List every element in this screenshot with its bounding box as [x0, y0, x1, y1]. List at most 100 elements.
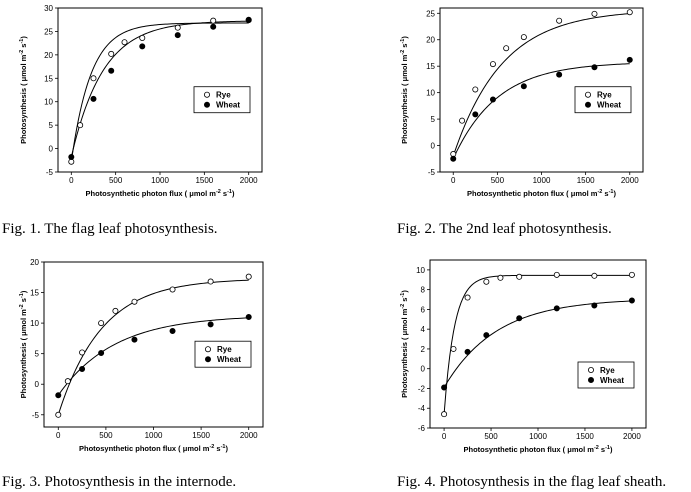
- data-point-rye: [108, 50, 115, 57]
- x-tick-label: 0: [442, 432, 447, 441]
- data-point-rye: [112, 307, 119, 314]
- data-point-rye: [55, 411, 62, 418]
- data-point-rye: [591, 10, 598, 17]
- y-tick-label: -5: [428, 168, 436, 177]
- legend-marker-wheat: [203, 101, 210, 108]
- chart-panel-1: 0 500 1000 1500 2000 -5 0 5 10 15 20 25 30 Photosynth…: [2, 4, 263, 237]
- y-tick-label: 10: [30, 319, 39, 328]
- plot-frame: [429, 259, 647, 429]
- y-tick-label: 10: [44, 98, 53, 107]
- y-tick-label: -4: [418, 404, 426, 413]
- y-tick-label: 0: [421, 365, 426, 374]
- data-point-wheat: [472, 111, 479, 118]
- data-point-rye: [472, 86, 479, 93]
- data-point-rye: [169, 286, 176, 293]
- y-tick-label: 0: [49, 145, 54, 154]
- x-axis-label: Photosynthetic photon flux ( μmol m-2 s-…: [79, 444, 228, 453]
- y-tick-label: -6: [418, 424, 426, 433]
- y-tick-label: 0: [431, 142, 436, 151]
- y-tick-label: 10: [416, 266, 425, 275]
- legend-marker-wheat: [585, 101, 592, 108]
- legend-label-wheat: Wheat: [597, 101, 621, 110]
- data-point-wheat: [90, 95, 97, 102]
- y-tick-label: 25: [426, 9, 435, 18]
- data-point-rye: [64, 378, 71, 385]
- fit-curve-rye: [70, 22, 249, 162]
- data-point-wheat: [520, 83, 527, 90]
- fit-curve-rye: [57, 279, 249, 415]
- fit-curve-wheat: [452, 63, 630, 159]
- legend-box: [193, 86, 251, 114]
- chart-panel-4: 0 500 1000 1500 2000 -6 -4 -2 0 2 4 6 8 10 Photosynthe…: [397, 259, 666, 490]
- y-axis-label: Photosynthesis ( μmol m-2 s-1): [400, 36, 409, 144]
- y-axis-label: Photosynthesis ( μmol m-2 s-1): [400, 290, 409, 398]
- data-point-wheat: [464, 348, 471, 355]
- x-tick-label: 1000: [151, 176, 169, 185]
- data-point-wheat: [79, 365, 86, 372]
- fit-curve-rye: [452, 13, 630, 157]
- y-tick-label: 0: [35, 380, 40, 389]
- x-tick-label: 1500: [576, 432, 594, 441]
- data-point-rye: [121, 39, 128, 46]
- x-tick-label: 1000: [145, 431, 163, 440]
- data-point-rye: [483, 278, 490, 285]
- x-tick-label: 1500: [577, 176, 595, 185]
- data-point-rye: [516, 273, 523, 280]
- data-point-rye: [503, 45, 510, 52]
- legend-marker-wheat: [204, 356, 211, 363]
- x-tick-label: 500: [99, 431, 113, 440]
- fit-curve-wheat: [70, 20, 249, 158]
- data-point-wheat: [169, 328, 176, 335]
- x-tick-label: 1000: [533, 176, 551, 185]
- data-point-wheat: [450, 155, 457, 162]
- legend-label-rye: Rye: [217, 345, 232, 354]
- data-point-wheat: [441, 384, 448, 391]
- y-axis-label: Photosynthesis ( μmol m-2 s-1): [19, 36, 28, 144]
- fit-curve-rye: [443, 274, 632, 415]
- legend-marker-rye: [588, 366, 595, 373]
- x-tick-label: 2000: [240, 431, 258, 440]
- x-tick-label: 2000: [240, 176, 258, 185]
- data-point-wheat: [131, 336, 138, 343]
- y-tick-label: 8: [421, 286, 426, 295]
- y-tick-label: 2: [421, 345, 426, 354]
- y-tick-label: 25: [44, 27, 53, 36]
- y-tick-label: 15: [44, 74, 53, 83]
- data-point-rye: [131, 298, 138, 305]
- data-point-rye: [464, 294, 471, 301]
- y-tick-label: 5: [35, 350, 40, 359]
- legend-box: [194, 340, 252, 368]
- data-point-wheat: [628, 297, 635, 304]
- data-point-rye: [174, 24, 181, 31]
- legend-label-rye: Rye: [216, 91, 231, 100]
- data-point-wheat: [591, 64, 598, 71]
- legend-marker-rye: [204, 346, 211, 353]
- data-point-wheat: [245, 313, 252, 320]
- figure-caption: Fig. 4. Photosynthesis in the flag leaf …: [397, 474, 666, 490]
- data-point-rye: [497, 274, 504, 281]
- x-tick-label: 500: [484, 432, 498, 441]
- data-point-rye: [210, 17, 217, 24]
- data-point-wheat: [55, 392, 62, 399]
- data-point-wheat: [207, 321, 214, 328]
- data-point-rye: [245, 273, 252, 280]
- legend-label-rye: Rye: [600, 366, 615, 375]
- y-tick-label: 20: [44, 51, 53, 60]
- y-tick-label: 15: [30, 289, 39, 298]
- data-point-rye: [556, 17, 563, 24]
- x-tick-label: 1500: [192, 431, 210, 440]
- data-point-wheat: [245, 17, 252, 24]
- legend-marker-wheat: [588, 376, 595, 383]
- x-axis-label: Photosynthetic photon flux ( μmol m-2 s-…: [467, 189, 616, 198]
- data-point-rye: [90, 75, 97, 82]
- y-tick-label: -5: [46, 168, 54, 177]
- legend-box: [577, 361, 635, 389]
- x-tick-label: 1500: [195, 176, 213, 185]
- chart-panel-2: 0 500 1000 1500 2000 -5 0 5 10 15 20 25 Photosynthet…: [397, 7, 644, 237]
- data-point-rye: [98, 320, 105, 327]
- y-tick-label: 30: [44, 4, 53, 13]
- legend-marker-rye: [585, 91, 592, 98]
